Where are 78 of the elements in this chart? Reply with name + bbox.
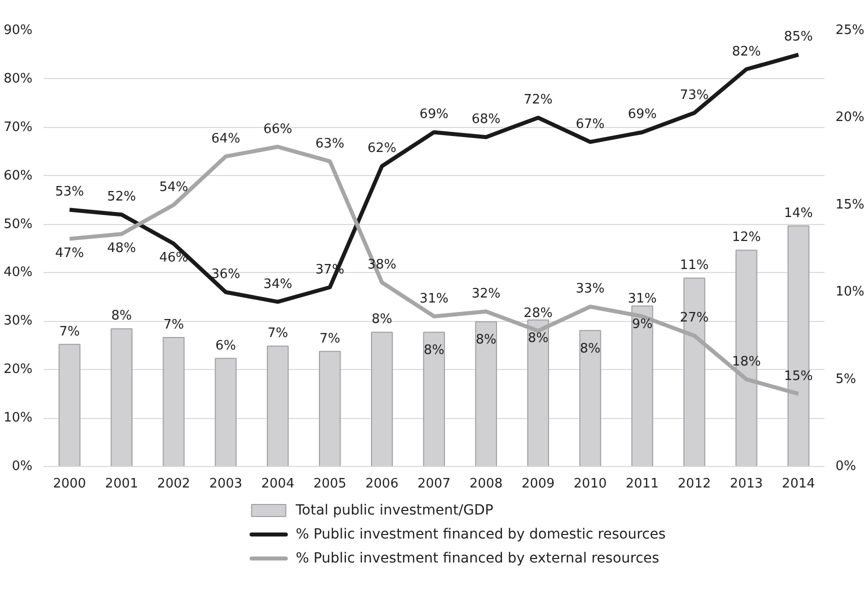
data-label: 64% bbox=[211, 131, 240, 146]
y2-tick-label: 25% bbox=[836, 23, 864, 38]
y-tick-label: 0% bbox=[12, 459, 32, 474]
data-label: 62% bbox=[367, 141, 396, 156]
data-label: 7% bbox=[59, 324, 80, 340]
data-label: 8% bbox=[372, 312, 392, 328]
legend-label: % Public investment financed by external resources bbox=[296, 550, 660, 566]
data-label: 12% bbox=[732, 230, 761, 246]
data-label: 68% bbox=[472, 112, 501, 128]
data-label: 31% bbox=[420, 291, 448, 306]
data-label: 28% bbox=[524, 306, 553, 321]
data-label: 34% bbox=[263, 276, 292, 292]
x-tick-label: 2008 bbox=[470, 476, 503, 492]
data-label: 7% bbox=[320, 331, 340, 346]
y-tick-label: 70% bbox=[4, 120, 33, 135]
data-label: 9% bbox=[632, 317, 653, 332]
x-tick-label: 2011 bbox=[626, 476, 659, 492]
y-tick-label: 90% bbox=[4, 23, 33, 38]
data-label: 31% bbox=[628, 291, 657, 306]
y2-tick-label: 5% bbox=[836, 372, 856, 387]
data-label: 7% bbox=[267, 326, 288, 342]
x-tick-label: 2006 bbox=[365, 476, 398, 492]
y-tick-label: 30% bbox=[4, 314, 33, 329]
data-label: 8% bbox=[476, 332, 496, 348]
x-tick-label: 2004 bbox=[261, 476, 294, 492]
y-tick-label: 60% bbox=[4, 168, 33, 184]
x-tick-label: 2001 bbox=[105, 476, 138, 492]
data-label: 7% bbox=[163, 317, 184, 332]
data-label: 54% bbox=[159, 180, 188, 195]
data-label: 72% bbox=[524, 92, 553, 108]
data-label: 82% bbox=[732, 44, 761, 60]
x-tick-label: 2009 bbox=[522, 476, 555, 492]
y-tick-label: 20% bbox=[4, 362, 33, 378]
y2-tick-label: 0% bbox=[836, 459, 856, 474]
y-tick-label: 40% bbox=[4, 265, 33, 280]
data-label: 38% bbox=[367, 257, 396, 272]
x-tick-label: 2012 bbox=[678, 476, 711, 492]
y2-tick-label: 15% bbox=[836, 197, 864, 212]
x-tick-label: 2000 bbox=[52, 476, 86, 492]
y-tick-label: 80% bbox=[4, 71, 33, 86]
data-label: 6% bbox=[215, 338, 236, 354]
data-label: 69% bbox=[628, 107, 657, 122]
data-label: 53% bbox=[55, 184, 84, 200]
y2-tick-label: 20% bbox=[836, 110, 864, 126]
data-label: 18% bbox=[732, 354, 761, 370]
data-label: 52% bbox=[107, 190, 136, 205]
data-label: 47% bbox=[55, 246, 84, 261]
data-label: 8% bbox=[580, 341, 601, 356]
data-label: 14% bbox=[784, 206, 813, 221]
data-label: 69% bbox=[420, 107, 448, 122]
legend-label: Total public investment/GDP bbox=[294, 502, 494, 518]
data-label: 8% bbox=[111, 308, 132, 324]
data-label: 8% bbox=[528, 331, 548, 346]
data-label: 8% bbox=[424, 343, 444, 358]
y-tick-label: 10% bbox=[4, 410, 33, 426]
data-label: 63% bbox=[315, 136, 344, 152]
data-label: 48% bbox=[107, 240, 136, 256]
legend-label: % Public investment financed by domestic resources bbox=[296, 526, 666, 542]
data-label: 27% bbox=[680, 310, 709, 326]
data-label: 67% bbox=[576, 116, 605, 132]
data-label: 15% bbox=[784, 368, 813, 384]
data-label: 73% bbox=[680, 88, 709, 103]
data-label: 32% bbox=[472, 286, 501, 302]
x-tick-label: 2002 bbox=[157, 476, 190, 492]
data-label: 85% bbox=[784, 30, 813, 45]
x-tick-label: 2013 bbox=[730, 476, 763, 492]
x-tick-label: 2005 bbox=[313, 476, 346, 492]
data-label: 11% bbox=[680, 258, 709, 274]
data-label: 36% bbox=[211, 267, 240, 282]
x-tick-label: 2003 bbox=[209, 476, 242, 492]
y-tick-label: 50% bbox=[4, 216, 33, 232]
data-label: 33% bbox=[576, 282, 605, 297]
y2-tick-label: 10% bbox=[836, 284, 864, 300]
x-tick-label: 2014 bbox=[782, 476, 816, 492]
x-tick-label: 2010 bbox=[574, 476, 607, 492]
x-tick-label: 2007 bbox=[417, 476, 451, 492]
data-label: 46% bbox=[159, 250, 188, 266]
data-label: 66% bbox=[263, 122, 292, 137]
